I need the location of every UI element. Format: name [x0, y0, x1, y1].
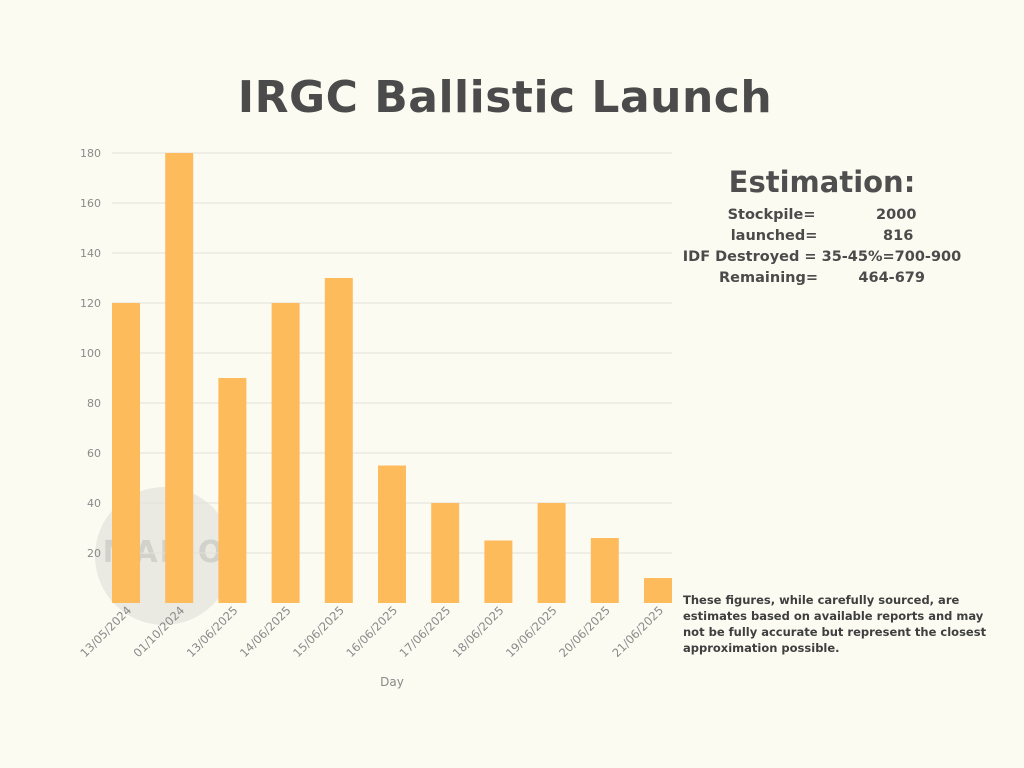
estimation-line-remaining: Remaining= 464-679: [719, 270, 925, 286]
y-tick-label: 100: [80, 347, 101, 360]
bar: [431, 503, 460, 603]
y-tick-label: 180: [80, 147, 101, 160]
disclaimer-note: These figures, while carefully sourced, …: [683, 593, 987, 655]
x-tick-label: 20/06/2025: [556, 603, 613, 660]
x-tick-label: 15/06/2025: [290, 603, 347, 660]
y-tick-label: 160: [80, 197, 101, 210]
x-tick-label: 19/06/2025: [503, 603, 560, 660]
estimation-line-stockpile: Stockpile= 2000: [727, 207, 917, 223]
estimation-heading: Estimation:: [728, 165, 916, 199]
bar: [112, 303, 140, 603]
bar: [644, 578, 672, 603]
estimation-line-destroyed: IDF Destroyed = 35-45%=700-900: [682, 249, 962, 265]
x-tick-label: 18/06/2025: [450, 603, 507, 660]
bar: [165, 153, 194, 603]
y-tick-label: 20: [87, 547, 101, 560]
x-tick-label: 17/06/2025: [397, 603, 454, 660]
x-tick-label: 21/06/2025: [609, 603, 666, 660]
estimation-panel: Estimation: Stockpile= 2000 launched= 81…: [680, 165, 964, 289]
x-tick-label: 14/06/2025: [237, 603, 294, 660]
y-tick-label: 120: [80, 297, 101, 310]
x-tick-label: 13/06/2025: [184, 603, 241, 660]
bar: [484, 540, 513, 603]
x-tick-label: 16/06/2025: [343, 603, 400, 660]
y-tick-label: 140: [80, 247, 101, 260]
bar: [590, 538, 619, 603]
y-tick-label: 80: [87, 397, 101, 410]
estimation-line-launched: launched= 816: [730, 228, 914, 244]
bar: [537, 503, 566, 603]
bar: [218, 378, 247, 603]
bar: [271, 303, 300, 603]
x-tick-label: 01/10/2024: [131, 603, 188, 660]
x-axis-label: Day: [380, 675, 404, 689]
y-tick-label: 60: [87, 447, 101, 460]
chart-title: IRGC Ballistic Launch: [237, 72, 773, 123]
bar: [324, 278, 353, 603]
bar: [378, 465, 406, 603]
y-tick-label: 40: [87, 497, 101, 510]
x-tick-label: 13/05/2024: [77, 603, 134, 660]
